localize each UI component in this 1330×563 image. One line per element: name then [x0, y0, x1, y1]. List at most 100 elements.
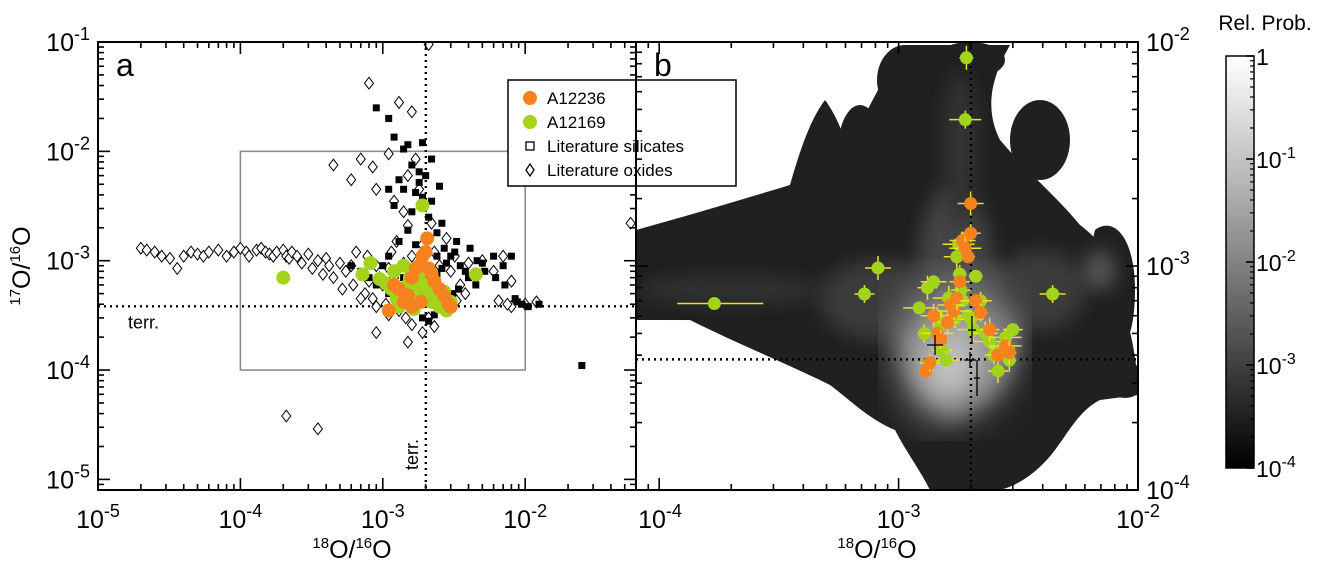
colorbar-tick-label: 10-3 — [1256, 351, 1296, 379]
a12236-point — [1002, 346, 1016, 360]
oxide-point — [213, 243, 224, 257]
y-tick-label-right: 10-4 — [1146, 472, 1190, 505]
silicate-point — [438, 219, 446, 227]
oxide-point — [256, 241, 267, 255]
a12236-point — [418, 245, 433, 260]
silicate-point — [390, 201, 398, 209]
oxide-point — [445, 264, 456, 278]
legend-marker — [525, 162, 535, 178]
black-error-crosses — [927, 316, 980, 396]
a12236-point — [381, 303, 396, 318]
a12169-point — [355, 267, 370, 282]
y-tick-label: 10-5 — [46, 461, 90, 494]
a12236-point — [964, 197, 978, 211]
y-tick-label: 10-1 — [46, 24, 90, 57]
silicate-point — [442, 259, 450, 267]
silicate-point — [408, 208, 416, 216]
a12169-point — [1046, 287, 1060, 301]
a12169-point — [468, 267, 483, 282]
silicate-point — [535, 300, 543, 308]
a12236-point — [923, 356, 937, 370]
oxide-point — [164, 251, 176, 266]
silicate-point — [472, 281, 480, 289]
x-axis-title-a: 18O/16O — [312, 535, 391, 563]
silicate-point — [390, 133, 398, 141]
a12169-point — [857, 287, 871, 301]
silicate-point — [524, 303, 532, 311]
oxide-point — [502, 297, 513, 311]
y-axis-title: 17O/16O — [7, 226, 36, 305]
oxide-point — [312, 254, 324, 268]
silicate-point — [465, 274, 473, 282]
a12236-point — [969, 294, 983, 308]
figure-labels: 17O/16O 18O/16O 18O/16O — [7, 226, 917, 563]
colorbar-tick-label: 10-1 — [1256, 145, 1296, 173]
a12236-point — [991, 348, 1005, 362]
a12236-point — [934, 332, 948, 346]
panel-b-letter: b — [654, 47, 672, 83]
oxide-point — [460, 286, 471, 301]
oxide-point — [340, 264, 351, 278]
oxide-point — [363, 76, 375, 90]
a12236-point — [964, 226, 978, 240]
panel-b-ticks — [635, 41, 1139, 491]
silicate-point — [456, 262, 464, 270]
oxide-point — [371, 299, 382, 314]
a12169-point — [927, 275, 941, 289]
a12169-point — [939, 353, 953, 367]
silicate-point — [400, 185, 408, 193]
silicate-point — [507, 252, 515, 260]
a12169-point — [969, 269, 983, 283]
legend-label: Literature oxides — [547, 161, 673, 180]
terrestrial-y-label: terr. — [128, 312, 159, 332]
silicate-point — [347, 262, 355, 270]
a12236-point — [974, 306, 988, 320]
legend-marker — [523, 115, 537, 129]
colorbar: Rel. Prob. 10-4 10-3 10-2 10-1 1 — [1218, 12, 1311, 482]
oxide-point — [281, 409, 292, 423]
series-a12236 — [918, 191, 1022, 378]
oxide-point — [493, 294, 504, 308]
oxide-point — [235, 241, 246, 255]
oxide-point — [406, 105, 417, 119]
oxide-point — [243, 249, 255, 263]
silicate-point — [478, 259, 486, 267]
silicate-point — [428, 155, 436, 163]
oxide-point — [312, 422, 324, 436]
silicate-point — [513, 298, 521, 306]
silicate-point — [438, 264, 446, 272]
oxide-point — [402, 335, 414, 349]
oxide-point — [324, 259, 335, 273]
y-tick-label-right: 10-2 — [1146, 24, 1190, 57]
oxide-point — [192, 247, 203, 261]
silicate-point — [425, 317, 433, 325]
oxide-point — [506, 274, 517, 288]
silicate-point — [385, 185, 393, 193]
a12169-point — [935, 343, 949, 357]
oxide-point — [291, 249, 303, 263]
colorbar-tick-label: 1 — [1256, 44, 1269, 70]
oxide-point — [178, 249, 189, 263]
silicate-point — [415, 178, 423, 186]
a12169-point — [871, 261, 885, 275]
a12169-point — [1006, 323, 1020, 337]
a12236-point — [961, 250, 975, 264]
x-tick-label: 10-5 — [76, 501, 120, 534]
oxide-point — [367, 160, 378, 174]
silicate-point — [425, 213, 433, 221]
a12236-point — [947, 304, 961, 318]
oxide-point — [156, 249, 167, 263]
legend-label: Literature silicates — [547, 137, 684, 156]
silicate-point — [418, 139, 426, 147]
silicate-point — [385, 114, 393, 122]
oxide-point — [625, 216, 636, 230]
x-tick-label: 10-4 — [638, 501, 682, 534]
silicate-point — [400, 145, 408, 153]
oxide-point — [203, 245, 214, 259]
oxide-point — [317, 267, 329, 282]
silicate-point — [418, 193, 426, 201]
silicate-point — [451, 248, 459, 256]
silicate-point — [518, 300, 526, 308]
silicate-point — [428, 197, 436, 205]
x-tick-label: 10-2 — [1116, 501, 1160, 534]
